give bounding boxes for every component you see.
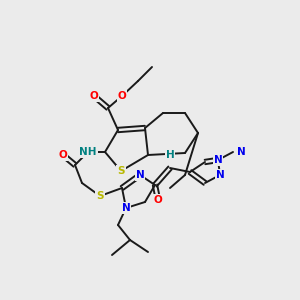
Text: NH: NH (79, 147, 97, 157)
Text: N: N (216, 170, 224, 180)
Text: O: O (58, 150, 68, 160)
Text: N: N (136, 170, 144, 180)
Text: S: S (96, 191, 104, 201)
Text: N: N (237, 147, 246, 157)
Text: N: N (122, 203, 130, 213)
Text: O: O (90, 91, 98, 101)
Text: S: S (117, 166, 125, 176)
Text: N: N (214, 155, 222, 165)
Text: O: O (118, 91, 126, 101)
Text: H: H (166, 150, 174, 160)
Text: O: O (154, 195, 162, 205)
